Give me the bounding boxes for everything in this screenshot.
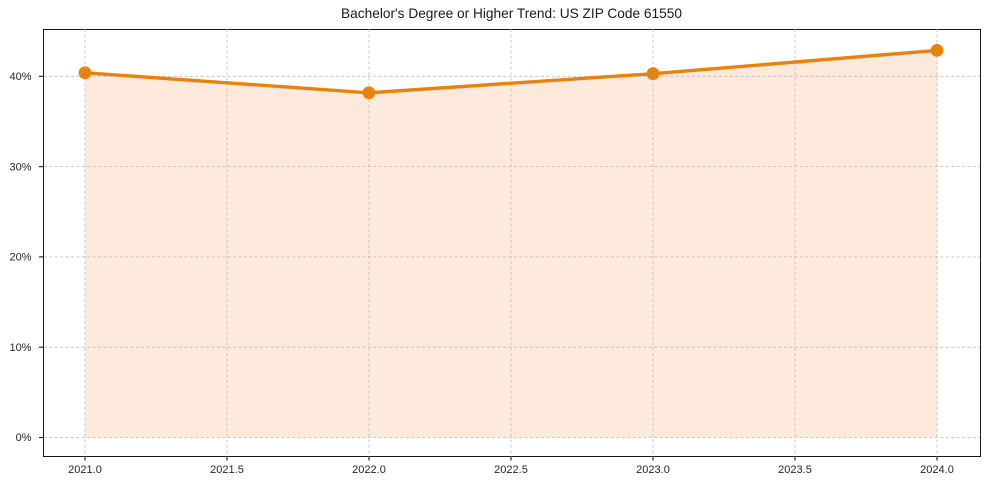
svg-text:2024.0: 2024.0 (920, 464, 954, 476)
svg-text:2022.5: 2022.5 (494, 464, 528, 476)
svg-text:2023.0: 2023.0 (636, 464, 670, 476)
svg-text:40%: 40% (9, 71, 31, 83)
svg-text:2021.0: 2021.0 (68, 464, 102, 476)
svg-text:2021.5: 2021.5 (210, 464, 244, 476)
svg-text:2023.5: 2023.5 (778, 464, 812, 476)
svg-text:20%: 20% (9, 252, 31, 264)
svg-text:30%: 30% (9, 161, 31, 173)
svg-text:10%: 10% (9, 342, 31, 354)
svg-text:2022.0: 2022.0 (352, 464, 386, 476)
svg-text:0%: 0% (16, 432, 32, 444)
